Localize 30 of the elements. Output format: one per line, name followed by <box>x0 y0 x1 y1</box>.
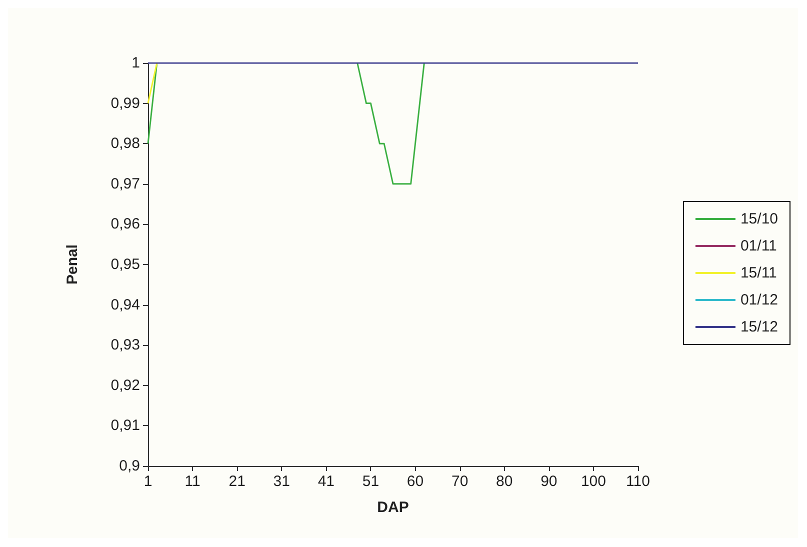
y-tick-label: 0,9 <box>119 458 140 474</box>
x-tick-label: 100 <box>580 473 606 490</box>
y-tick-label: 0,94 <box>110 296 140 314</box>
y-axis-title: Penal <box>64 244 81 285</box>
y-tick-label: 0,97 <box>110 175 140 192</box>
y-tick-label: 0,96 <box>110 216 140 233</box>
y-tick-label: 0,98 <box>110 135 140 152</box>
x-tick-label: 1 <box>144 473 152 490</box>
y-tick-label: 0,91 <box>110 417 140 434</box>
x-tick-label: 90 <box>540 473 558 490</box>
legend-label: 15/10 <box>740 210 778 228</box>
x-axis-title: DAP <box>377 499 409 516</box>
x-tick-label: 41 <box>318 473 335 490</box>
x-tick-label: 51 <box>362 473 380 490</box>
y-tick-label: 0,92 <box>110 376 140 394</box>
x-tick-label: 21 <box>228 473 246 490</box>
x-tick-label: 11 <box>184 473 200 490</box>
legend-label: 15/11 <box>740 264 777 282</box>
y-tick-label: 0,95 <box>110 256 140 273</box>
x-tick-label: 70 <box>451 473 468 490</box>
x-tick-label: 31 <box>273 473 290 490</box>
legend-label: 15/12 <box>740 318 778 336</box>
x-tick-label: 60 <box>406 473 424 490</box>
y-tick-label: 0,99 <box>110 94 140 112</box>
x-tick-label: 110 <box>626 473 650 490</box>
legend-label: 01/11 <box>740 238 777 254</box>
y-tick-label: 1 <box>132 54 140 72</box>
legend-label: 01/12 <box>740 292 778 308</box>
y-tick-label: 0,93 <box>110 336 140 354</box>
x-tick-label: 80 <box>496 473 513 490</box>
